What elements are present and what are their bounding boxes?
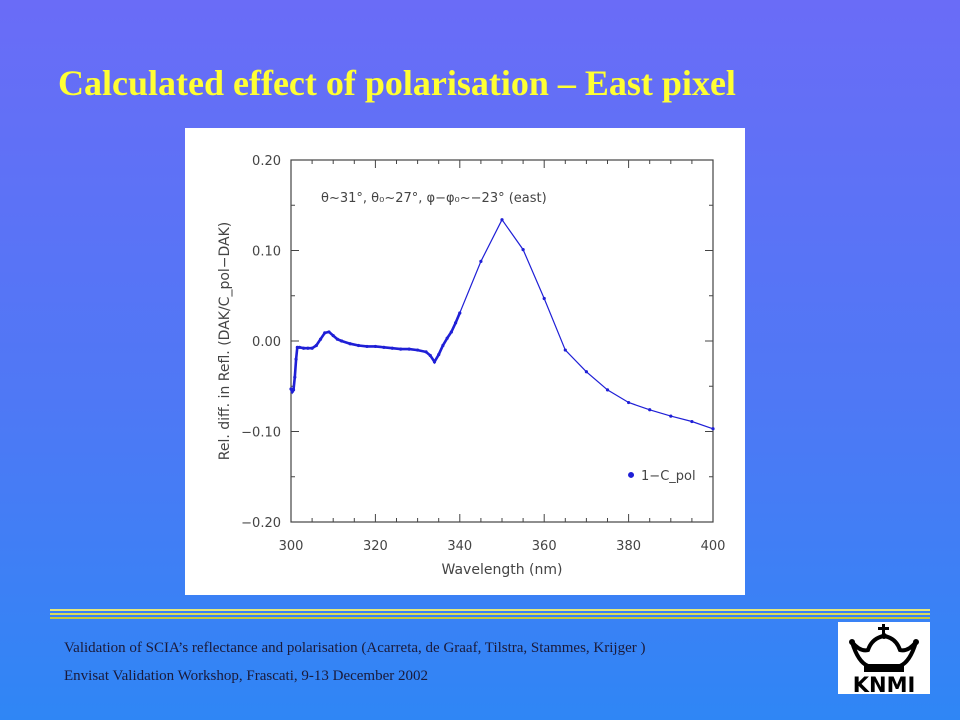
plot-frame: [290, 159, 714, 523]
chart-annotation: θ~31°, θ₀~27°, φ−φ₀~−23° (east): [321, 191, 547, 206]
data-point: [382, 345, 386, 349]
data-point: [291, 388, 296, 392]
data-point: [293, 375, 297, 379]
x-tick-label: 340: [447, 539, 472, 554]
data-point: [323, 331, 327, 335]
knmi-logo: KNMI: [838, 622, 930, 697]
data-point: [302, 346, 306, 350]
data-point: [500, 218, 504, 222]
series-line: [290, 218, 714, 430]
data-point: [390, 346, 394, 350]
data-point: [437, 352, 441, 357]
data-point: [356, 343, 361, 348]
y-tick-label: −0.10: [241, 426, 281, 441]
x-tick-label: 320: [363, 539, 388, 554]
series-line-dense: [289, 312, 461, 395]
data-point: [432, 360, 437, 364]
data-point: [416, 348, 420, 352]
data-point: [542, 296, 546, 301]
chart-panel: 300 320 340 360 380 400 0.20 0.10 0.00 −0.10 −0.20…: [185, 128, 745, 595]
data-point: [327, 330, 331, 334]
data-point: [627, 400, 631, 405]
data-point: [306, 346, 310, 350]
data-point: [449, 330, 453, 334]
legend-label: 1−C_pol: [641, 469, 696, 484]
x-tick-label: 300: [279, 539, 304, 554]
crown-icon: KNMI: [849, 624, 919, 697]
x-tick-label: 380: [616, 539, 641, 554]
y-tick-label: 0.10: [252, 245, 281, 260]
data-point: [584, 370, 588, 374]
data-point: [348, 342, 352, 346]
slide-title: Calculated effect of polarisation – East…: [58, 63, 736, 103]
data-point: [521, 247, 525, 252]
data-point: [424, 350, 428, 354]
data-point: [441, 343, 445, 348]
y-tick-label: 0.00: [252, 335, 281, 350]
data-point: [563, 348, 567, 352]
data-point: [458, 311, 462, 315]
data-point: [453, 321, 458, 325]
data-point: [310, 346, 314, 350]
x-tick-label: 360: [532, 539, 557, 554]
data-point: [605, 388, 610, 392]
data-point: [365, 344, 369, 349]
data-point: [711, 427, 715, 431]
footer-event: Envisat Validation Workshop, Frascati, 9…: [64, 668, 428, 684]
data-point: [297, 345, 302, 349]
footer-citation: Validation of SCIA’s reflectance and pol…: [64, 640, 646, 656]
data-point: [428, 353, 432, 358]
data-point: [318, 337, 323, 341]
data-point: [289, 387, 293, 391]
x-tick-label: 400: [701, 539, 726, 554]
footer-divider: [50, 609, 930, 621]
y-tick-label: 0.20: [252, 154, 281, 169]
data-point: [314, 343, 318, 348]
y-tick-label: −0.20: [241, 516, 281, 531]
data-point: [399, 347, 403, 351]
data-point: [690, 419, 694, 424]
data-point: [407, 347, 411, 351]
data-point: [340, 339, 344, 343]
logo-text: KNMI: [853, 673, 916, 694]
data-point: [335, 337, 340, 341]
data-point: [479, 259, 483, 263]
data-point: [648, 408, 652, 412]
line-chart: 300 320 340 360 380 400 0.20 0.10 0.00 −0.10 −0.20…: [217, 154, 726, 578]
data-point: [669, 414, 673, 418]
data-point: [331, 333, 335, 338]
x-axis-label: Wavelength (nm): [442, 562, 563, 578]
legend-marker: [628, 471, 635, 478]
y-axis-label: Rel. diff. in Refl. (DAK/C_pol−DAK): [217, 222, 233, 461]
data-point: [373, 344, 377, 349]
data-point: [294, 357, 298, 361]
data-point: [445, 336, 449, 340]
